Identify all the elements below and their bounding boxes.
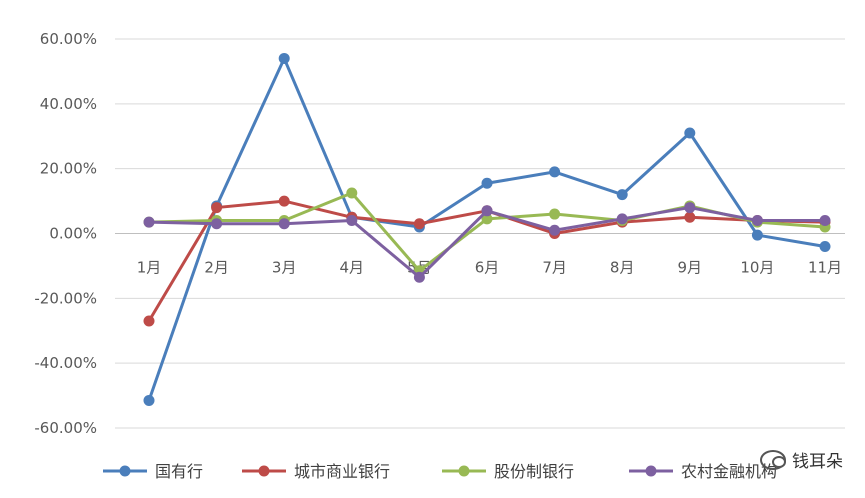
data-point (751, 229, 763, 241)
data-point (549, 208, 561, 220)
data-point (684, 211, 696, 223)
legend-marker (119, 465, 131, 477)
legend-label: 国有行 (155, 462, 203, 481)
data-point (481, 213, 493, 225)
data-point (684, 202, 696, 214)
data-point (278, 52, 290, 64)
data-point (413, 218, 425, 230)
data-point (751, 215, 763, 227)
data-point (346, 187, 358, 199)
legend: 国有行 城市商业银行 股份制银行 农村金融机构 (103, 462, 777, 481)
legend-marker (258, 465, 270, 477)
data-point (819, 215, 831, 227)
x-tick-label: 2月 (204, 259, 229, 277)
data-point (143, 394, 155, 406)
legend-label: 农村金融机构 (681, 462, 777, 481)
x-tick-label: 10月 (740, 259, 774, 277)
series-line (147, 56, 826, 401)
y-tick-label: -60.00% (34, 419, 97, 437)
data-point (481, 205, 493, 217)
x-tick-label: 8月 (610, 259, 635, 277)
x-axis-ticks: 1月2月3月4月5月6月7月8月9月10月11月 (137, 259, 842, 277)
data-point (616, 213, 628, 225)
wechat-icon (760, 449, 786, 470)
data-point (616, 189, 628, 201)
data-point (211, 218, 223, 230)
data-point (549, 224, 561, 236)
watermark-text: 钱耳朵 (792, 452, 843, 472)
y-tick-label: 40.00% (40, 95, 97, 113)
y-axis-ticks: 60.00% 40.00% 20.00% 0.00% -20.00% -40.00% -60… (34, 30, 97, 437)
y-tick-label: -40.00% (34, 354, 97, 372)
series-3 (143, 202, 831, 283)
x-tick-label: 1月 (137, 259, 162, 277)
data-point (278, 218, 290, 230)
y-tick-label: 0.00% (49, 225, 97, 243)
legend-item: 城市商业银行 (242, 462, 390, 481)
x-tick-label: 11月 (808, 259, 842, 277)
data-point (819, 240, 831, 252)
legend-item: 国有行 (103, 462, 203, 481)
y-tick-label: -20.00% (34, 289, 97, 307)
x-tick-label: 9月 (678, 259, 703, 277)
data-point (481, 177, 493, 189)
x-tick-label: 6月 (475, 259, 500, 277)
legend-label: 股份制银行 (494, 462, 574, 481)
data-point (278, 195, 290, 207)
legend-label: 城市商业银行 (294, 462, 390, 481)
x-tick-label: 3月 (272, 259, 297, 277)
legend-marker (645, 465, 657, 477)
legend-item: 股份制银行 (442, 462, 574, 481)
data-point (413, 271, 425, 283)
data-point (549, 166, 561, 178)
y-tick-label: 60.00% (40, 30, 97, 48)
data-point (346, 215, 358, 227)
data-point (143, 216, 155, 228)
series-group (143, 52, 831, 406)
x-tick-label: 7月 (542, 259, 567, 277)
y-tick-label: 20.00% (40, 160, 97, 178)
legend-item: 农村金融机构 (629, 462, 777, 481)
series-0 (143, 52, 831, 406)
data-point (684, 127, 696, 139)
data-point (211, 202, 223, 214)
watermark: 钱耳朵 (760, 447, 843, 472)
data-point (143, 315, 155, 327)
x-tick-label: 4月 (340, 259, 365, 277)
legend-marker (458, 465, 470, 477)
gridlines (115, 38, 845, 429)
